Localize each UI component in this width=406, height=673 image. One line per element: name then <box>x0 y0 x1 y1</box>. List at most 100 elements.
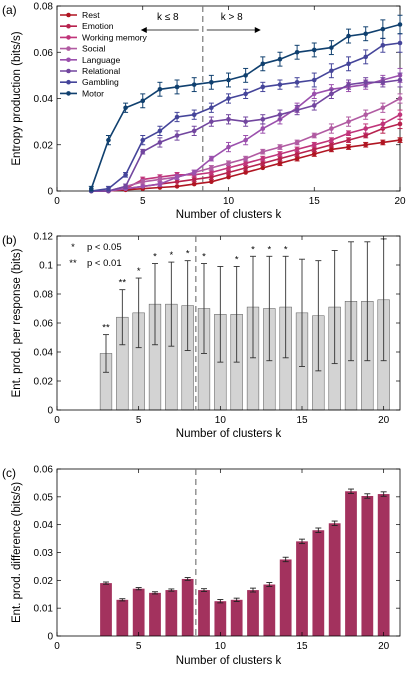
significance-marker: * <box>267 244 271 255</box>
data-point <box>191 112 197 117</box>
data-point <box>226 170 231 175</box>
data-point <box>294 147 300 152</box>
data-point <box>191 177 197 182</box>
bar <box>345 491 357 636</box>
data-point <box>243 119 248 124</box>
data-point <box>174 179 180 185</box>
legend-entry: Social <box>82 44 105 54</box>
data-point <box>243 170 248 175</box>
data-point <box>243 137 248 143</box>
data-point <box>209 119 214 124</box>
legend-entry: p < 0.05 <box>87 242 122 253</box>
x-tick-label: 20 <box>378 641 390 652</box>
x-tick-label: 20 <box>394 196 406 207</box>
data-point <box>209 170 214 175</box>
legend-marker <box>66 79 71 85</box>
data-point <box>243 160 248 166</box>
y-tick-label: 0.04 <box>34 94 54 105</box>
x-tick-label: 10 <box>215 415 227 426</box>
data-point <box>346 130 351 136</box>
data-point <box>106 186 111 191</box>
data-point <box>174 84 180 90</box>
legend-marker <box>66 91 71 96</box>
data-point <box>277 82 283 87</box>
legend-marker <box>66 12 71 18</box>
annotation-left: k ≤ 8 <box>157 12 179 23</box>
x-tick-label: 0 <box>54 641 60 652</box>
data-point <box>346 61 351 67</box>
significance-marker: * <box>202 252 206 263</box>
x-tick-label: 20 <box>378 415 390 426</box>
legend-symbol: ** <box>69 258 77 269</box>
data-point <box>363 142 369 148</box>
data-point <box>191 170 197 175</box>
x-tick-label: 5 <box>136 415 142 426</box>
legend-symbol: * <box>71 242 75 253</box>
legend-marker <box>66 23 71 29</box>
x-tick-label: 0 <box>54 196 60 207</box>
significance-marker: * <box>186 249 190 260</box>
y-tick-label: 0 <box>47 632 53 643</box>
arrow-left-head <box>140 27 147 33</box>
data-point <box>226 77 231 83</box>
data-point <box>209 105 214 111</box>
data-point <box>294 49 300 55</box>
data-point <box>311 133 317 138</box>
significance-legend: * p < 0.05 ** p < 0.01 <box>69 242 121 269</box>
data-point <box>311 77 317 83</box>
data-point <box>89 186 94 191</box>
data-point <box>174 133 180 138</box>
data-point <box>209 156 214 161</box>
x-tick-label: 15 <box>309 196 321 207</box>
x-tick-label: 0 <box>54 415 60 426</box>
data-point <box>209 80 214 85</box>
bar <box>149 592 161 636</box>
data-point <box>260 126 266 131</box>
legend-entry: Gambling <box>82 77 119 87</box>
data-point <box>191 82 197 87</box>
series-gambling <box>89 33 403 194</box>
data-point <box>226 174 231 180</box>
y-tick-label: 0.04 <box>34 520 54 531</box>
data-point <box>363 126 369 131</box>
data-point <box>363 80 369 85</box>
data-point <box>140 184 146 189</box>
data-point <box>277 56 283 62</box>
bar <box>328 523 341 636</box>
y-tick-label: 0.06 <box>34 465 54 476</box>
bar <box>132 588 145 636</box>
y-tick-label: 0.05 <box>34 492 54 503</box>
significance-marker: ** <box>119 278 127 289</box>
data-point <box>277 156 283 161</box>
data-point <box>397 121 403 127</box>
x-axis-label: Number of clusters k <box>176 209 282 221</box>
data-point <box>397 40 403 46</box>
data-point <box>260 160 266 166</box>
data-point <box>243 73 248 78</box>
bars: ****** * * * ** * * <box>99 238 390 411</box>
legend-entry: Working memory <box>82 32 147 42</box>
data-point <box>226 144 231 150</box>
legend-entry: Motor <box>82 88 104 98</box>
y-tick-label: 0.03 <box>34 548 54 559</box>
data-point <box>157 177 163 182</box>
data-point <box>243 91 248 97</box>
data-point <box>311 142 317 148</box>
x-tick-label: 10 <box>215 641 227 652</box>
data-point <box>346 144 351 150</box>
data-point <box>157 140 163 145</box>
data-point <box>157 86 163 92</box>
data-point <box>311 91 317 97</box>
significance-marker: * <box>137 266 141 277</box>
data-point <box>380 121 386 127</box>
data-point <box>363 54 369 60</box>
legend-marker <box>66 46 71 51</box>
y-tick-label: 0.02 <box>34 140 54 151</box>
data-point <box>260 149 266 154</box>
y-axis-label: Ent. prod. difference (bits/s) <box>11 482 23 623</box>
y-tick-label: 0.01 <box>34 604 54 615</box>
data-point <box>380 26 386 32</box>
data-point <box>397 112 403 117</box>
data-point <box>260 61 266 67</box>
y-tick-label: 0.12 <box>34 232 54 243</box>
